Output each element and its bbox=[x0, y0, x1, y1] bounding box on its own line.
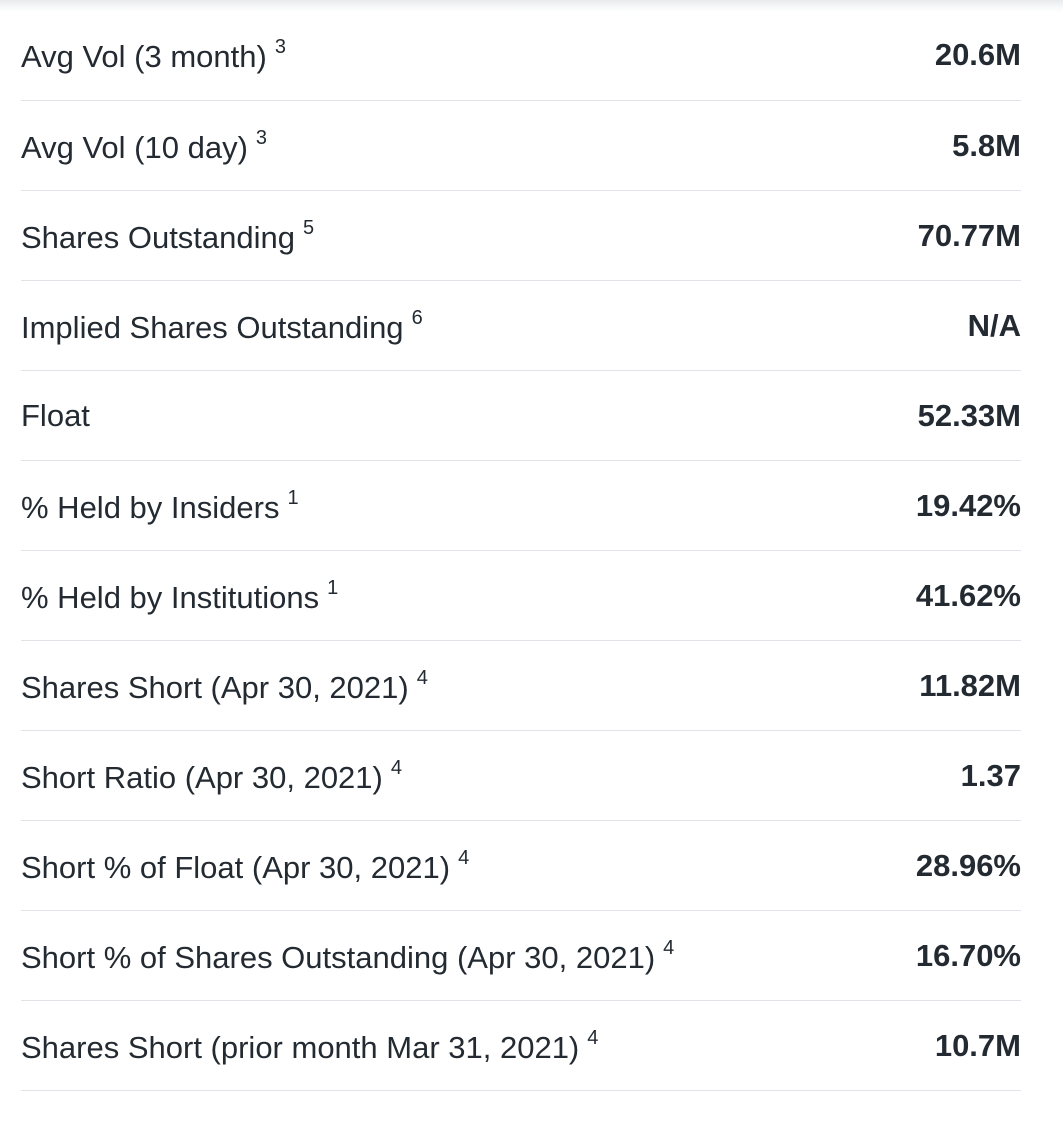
footnote-marker: 1 bbox=[287, 486, 299, 509]
row-label: Float bbox=[21, 397, 90, 433]
table-row: % Held by Institutions 1 41.62% bbox=[21, 550, 1021, 640]
table-row: Short % of Float (Apr 30, 2021) 4 28.96% bbox=[21, 820, 1021, 910]
footnote-marker: 4 bbox=[663, 936, 675, 959]
row-label: Shares Short (Apr 30, 2021) 4 bbox=[21, 666, 428, 705]
row-value: 41.62% bbox=[915, 577, 1021, 613]
row-label: Shares Short (prior month Mar 31, 2021) 4 bbox=[21, 1026, 599, 1065]
row-value: 70.77M bbox=[917, 217, 1021, 253]
table-row: Short Ratio (Apr 30, 2021) 4 1.37 bbox=[21, 730, 1021, 820]
row-value: 11.82M bbox=[919, 667, 1021, 703]
table-row: Implied Shares Outstanding 6 N/A bbox=[21, 280, 1021, 370]
row-label: Avg Vol (3 month) 3 bbox=[21, 36, 286, 75]
footnote-marker: 4 bbox=[416, 666, 428, 689]
footnote-marker: 4 bbox=[458, 846, 470, 869]
row-label: Shares Outstanding 5 bbox=[21, 216, 315, 255]
footnote-marker: 5 bbox=[303, 216, 315, 239]
footnote-marker: 3 bbox=[274, 36, 286, 59]
row-value: 10.7M bbox=[934, 1027, 1021, 1063]
row-value: 16.70% bbox=[915, 937, 1021, 973]
table-row: % Held by Insiders 1 19.42% bbox=[21, 460, 1021, 550]
table-row: Avg Vol (3 month) 3 20.6M bbox=[21, 10, 1021, 100]
table-row: Avg Vol (10 day) 3 5.8M bbox=[21, 100, 1021, 190]
footnote-marker: 1 bbox=[327, 576, 339, 599]
row-value: 52.33M bbox=[917, 397, 1021, 433]
row-label: Short % of Shares Outstanding (Apr 30, 2… bbox=[21, 936, 675, 975]
footnote-marker: 6 bbox=[411, 306, 423, 329]
row-value: 5.8M bbox=[952, 127, 1021, 163]
footnote-marker: 3 bbox=[255, 126, 268, 149]
row-value: 20.6M bbox=[934, 37, 1021, 73]
row-label: % Held by Insiders 1 bbox=[21, 486, 299, 525]
table-row: Shares Outstanding 5 70.77M bbox=[21, 190, 1021, 280]
row-value: 28.96% bbox=[915, 847, 1021, 883]
table-row: Short % of Shares Outstanding (Apr 30, 2… bbox=[21, 910, 1021, 1000]
table-row: Shares Short (prior month Mar 31, 2021) 4… bbox=[21, 1000, 1021, 1090]
row-label: Short % of Float (Apr 30, 2021) 4 bbox=[21, 846, 470, 885]
row-value: N/A bbox=[967, 307, 1021, 343]
row-value: 19.42% bbox=[915, 487, 1021, 523]
table-row: Shares Short (Apr 30, 2021) 4 11.82M bbox=[21, 640, 1021, 730]
row-label: % Held by Institutions 1 bbox=[21, 576, 339, 615]
table-row: Float 52.33M bbox=[21, 370, 1021, 460]
top-scroll-shadow bbox=[0, 0, 1063, 12]
share-statistics-table: Avg Vol (3 month) 3 20.6M Avg Vol (10 day… bbox=[21, 10, 1021, 1091]
row-label: Short Ratio (Apr 30, 2021) 4 bbox=[21, 756, 402, 795]
row-label: Avg Vol (10 day) 3 bbox=[21, 126, 268, 165]
row-value: 1.37 bbox=[960, 757, 1021, 793]
footnote-marker: 4 bbox=[587, 1026, 599, 1049]
footnote-marker: 4 bbox=[390, 756, 402, 779]
row-label: Implied Shares Outstanding 6 bbox=[21, 306, 423, 345]
